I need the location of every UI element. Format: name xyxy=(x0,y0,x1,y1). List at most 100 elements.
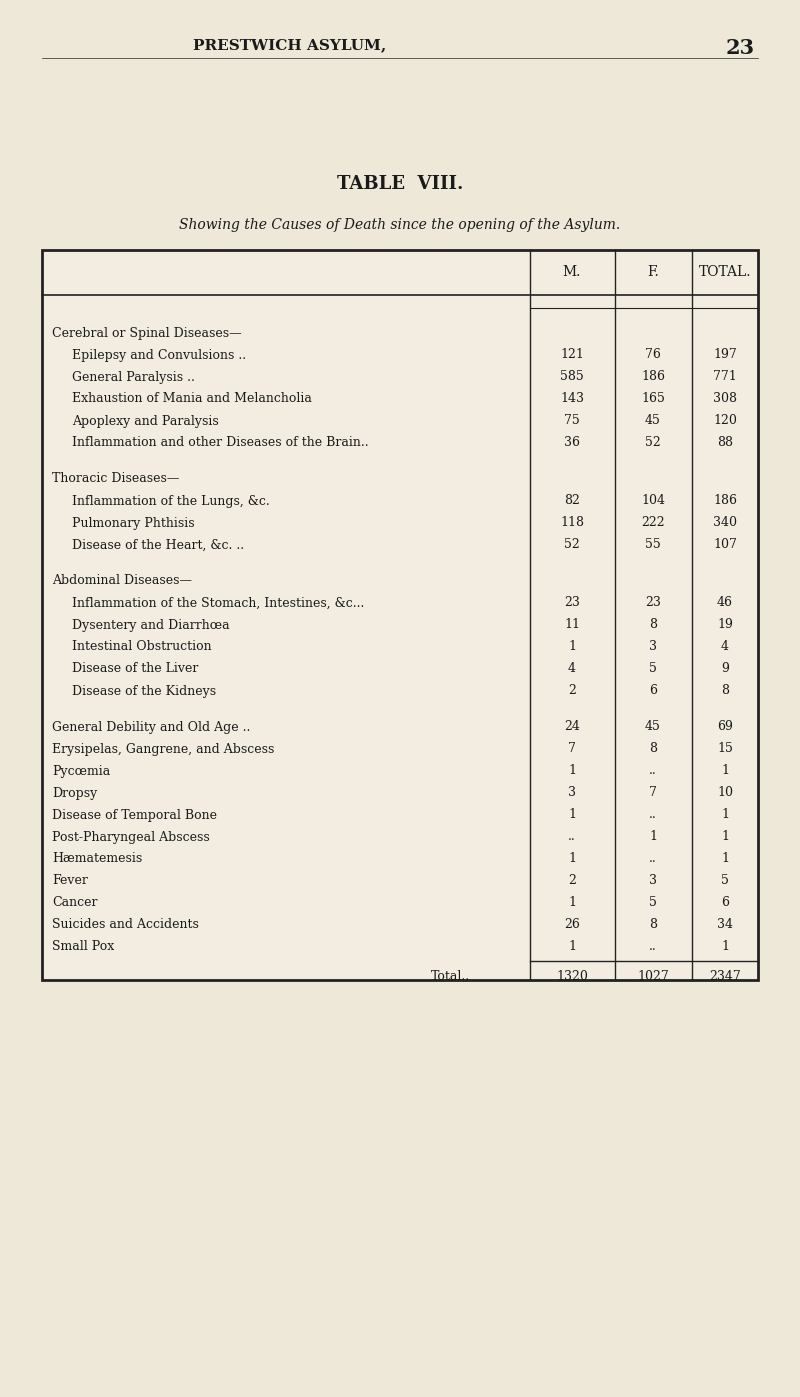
Text: Inflammation and other Diseases of the Brain..: Inflammation and other Diseases of the B… xyxy=(72,436,369,450)
Text: 120: 120 xyxy=(713,415,737,427)
Text: Disease of the Kidneys: Disease of the Kidneys xyxy=(72,685,216,697)
Text: 2347: 2347 xyxy=(709,971,741,983)
Text: 1: 1 xyxy=(721,809,729,821)
Text: 222: 222 xyxy=(641,517,665,529)
Text: ..: .. xyxy=(649,809,657,821)
Text: 186: 186 xyxy=(713,495,737,507)
Text: 4: 4 xyxy=(721,640,729,654)
Text: 2: 2 xyxy=(568,685,576,697)
Text: 19: 19 xyxy=(717,619,733,631)
Text: 771: 771 xyxy=(713,370,737,384)
Text: 1: 1 xyxy=(568,809,576,821)
Text: 55: 55 xyxy=(645,538,661,552)
Text: 34: 34 xyxy=(717,918,733,932)
Text: Intestinal Obstruction: Intestinal Obstruction xyxy=(72,640,212,654)
Text: 1: 1 xyxy=(721,830,729,844)
Text: 5: 5 xyxy=(721,875,729,887)
Text: Hæmatemesis: Hæmatemesis xyxy=(52,852,142,866)
Text: 1: 1 xyxy=(568,640,576,654)
Text: 10: 10 xyxy=(717,787,733,799)
Text: 585: 585 xyxy=(560,370,584,384)
Text: 88: 88 xyxy=(717,436,733,450)
Text: TOTAL.: TOTAL. xyxy=(698,265,751,279)
Text: 8: 8 xyxy=(649,619,657,631)
Text: 104: 104 xyxy=(641,495,665,507)
Text: Dropsy: Dropsy xyxy=(52,787,98,799)
Text: 6: 6 xyxy=(649,685,657,697)
Text: 3: 3 xyxy=(568,787,576,799)
Text: Total..: Total.. xyxy=(430,971,470,983)
Text: Thoracic Diseases—: Thoracic Diseases— xyxy=(52,472,179,486)
Text: Exhaustion of Mania and Melancholia: Exhaustion of Mania and Melancholia xyxy=(72,393,312,405)
Text: 1: 1 xyxy=(721,764,729,778)
Text: 2: 2 xyxy=(568,875,576,887)
Text: 8: 8 xyxy=(649,742,657,756)
Text: F.: F. xyxy=(647,265,659,279)
Text: Disease of the Liver: Disease of the Liver xyxy=(72,662,198,676)
Text: 308: 308 xyxy=(713,393,737,405)
Text: 8: 8 xyxy=(649,918,657,932)
Text: 165: 165 xyxy=(641,393,665,405)
Text: TABLE  VIII.: TABLE VIII. xyxy=(337,175,463,193)
Text: Cerebral or Spinal Diseases—: Cerebral or Spinal Diseases— xyxy=(52,327,242,339)
Text: Disease of the Heart, &c. ..: Disease of the Heart, &c. .. xyxy=(72,538,244,552)
Text: 15: 15 xyxy=(717,742,733,756)
Text: Pulmonary Phthisis: Pulmonary Phthisis xyxy=(72,517,194,529)
Text: 75: 75 xyxy=(564,415,580,427)
Text: 1: 1 xyxy=(649,830,657,844)
Text: 1: 1 xyxy=(568,764,576,778)
Text: Abdominal Diseases—: Abdominal Diseases— xyxy=(52,574,192,588)
Text: 69: 69 xyxy=(717,721,733,733)
Text: ..: .. xyxy=(649,764,657,778)
Text: Post-Pharyngeal Abscess: Post-Pharyngeal Abscess xyxy=(52,830,210,844)
Text: 340: 340 xyxy=(713,517,737,529)
Text: 45: 45 xyxy=(645,721,661,733)
Text: 52: 52 xyxy=(645,436,661,450)
Text: M.: M. xyxy=(563,265,581,279)
Text: Erysipelas, Gangrene, and Abscess: Erysipelas, Gangrene, and Abscess xyxy=(52,742,274,756)
Text: 23: 23 xyxy=(645,597,661,609)
Text: 8: 8 xyxy=(721,685,729,697)
Text: Epilepsy and Convulsions ..: Epilepsy and Convulsions .. xyxy=(72,348,246,362)
Text: 1027: 1027 xyxy=(637,971,669,983)
Text: 5: 5 xyxy=(649,897,657,909)
Text: Cancer: Cancer xyxy=(52,897,98,909)
Bar xyxy=(42,250,758,981)
Text: ..: .. xyxy=(649,940,657,954)
Text: Dysentery and Diarrhœa: Dysentery and Diarrhœa xyxy=(72,619,230,631)
Text: 4: 4 xyxy=(568,662,576,676)
Text: Apoplexy and Paralysis: Apoplexy and Paralysis xyxy=(72,415,218,427)
Text: 7: 7 xyxy=(568,742,576,756)
Text: Fever: Fever xyxy=(52,875,88,887)
Text: 36: 36 xyxy=(564,436,580,450)
Text: Small Pox: Small Pox xyxy=(52,940,114,954)
Text: 1: 1 xyxy=(568,940,576,954)
Text: 7: 7 xyxy=(649,787,657,799)
Text: 76: 76 xyxy=(645,348,661,362)
Text: Disease of Temporal Bone: Disease of Temporal Bone xyxy=(52,809,217,821)
Text: Inflammation of the Stomach, Intestines, &c...: Inflammation of the Stomach, Intestines,… xyxy=(72,597,364,609)
Text: 107: 107 xyxy=(713,538,737,552)
Text: 52: 52 xyxy=(564,538,580,552)
Text: 45: 45 xyxy=(645,415,661,427)
Text: ..: .. xyxy=(568,830,576,844)
Text: 46: 46 xyxy=(717,597,733,609)
Text: 26: 26 xyxy=(564,918,580,932)
Text: 9: 9 xyxy=(721,662,729,676)
Text: 23: 23 xyxy=(564,597,580,609)
Text: General Paralysis ..: General Paralysis .. xyxy=(72,370,195,384)
Text: General Debility and Old Age ..: General Debility and Old Age .. xyxy=(52,721,250,733)
Text: 23: 23 xyxy=(726,38,754,59)
Text: 3: 3 xyxy=(649,875,657,887)
Text: 186: 186 xyxy=(641,370,665,384)
Text: 5: 5 xyxy=(649,662,657,676)
Text: Pycœmia: Pycœmia xyxy=(52,764,110,778)
Text: 1: 1 xyxy=(721,852,729,866)
Text: 1320: 1320 xyxy=(556,971,588,983)
Text: 1: 1 xyxy=(721,940,729,954)
Text: Showing the Causes of Death since the opening of the Asylum.: Showing the Causes of Death since the op… xyxy=(179,218,621,232)
Text: ..: .. xyxy=(649,852,657,866)
Text: 6: 6 xyxy=(721,897,729,909)
Text: 11: 11 xyxy=(564,619,580,631)
Text: Inflammation of the Lungs, &c.: Inflammation of the Lungs, &c. xyxy=(72,495,270,507)
